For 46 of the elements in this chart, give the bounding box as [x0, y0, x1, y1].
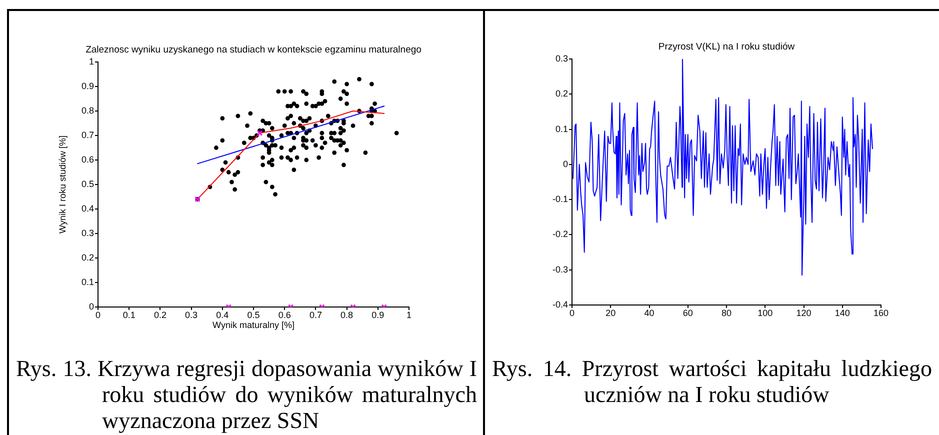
x-tick-label: 80 — [721, 308, 732, 318]
y-tick-label: -0.1 — [552, 194, 568, 204]
y-tick-label: -0.3 — [552, 264, 568, 274]
x-tick-label: 0.8 — [340, 310, 354, 320]
x-tick-label: 0.5 — [247, 310, 260, 320]
y-tick-label: 0.5 — [81, 178, 94, 189]
y-tick-label: 0.1 — [81, 276, 94, 287]
x-tick-label: 60 — [682, 308, 693, 318]
point — [256, 130, 263, 136]
y-tick-label: -0.4 — [552, 299, 568, 310]
chart-title: Zaleznosc wyniku uzyskanego na studiach w kontekscie egzaminu maturalnego — [86, 44, 422, 56]
x-tick-label: 0.1 — [122, 310, 136, 320]
y-tick-label: -0.2 — [552, 229, 568, 240]
x-tick-label: 1 — [406, 310, 412, 320]
y-tick-label: 0 — [88, 301, 94, 312]
y-tick-label: 0.9 — [81, 80, 94, 91]
y-tick-label: 1 — [88, 56, 94, 66]
y-tick-label: 0.2 — [555, 88, 568, 99]
x-tick-label: 40 — [644, 308, 654, 318]
text: Rys. 14. Przyrost wartości kapitału ludzkiego uczniów na I roku studiów — [492, 356, 932, 408]
y-tick-label: 0.3 — [555, 53, 568, 64]
x-axis-title: Wynik maturalny [%] — [212, 320, 294, 330]
x-tick-label: 20 — [606, 308, 616, 318]
y-tick-label: 0.6 — [81, 154, 94, 164]
chart-title: Przyrost V(KL) na I roku studiów — [658, 42, 795, 53]
y-tick-label: 0.3 — [81, 228, 94, 238]
x-tick-label: 0.3 — [185, 310, 198, 320]
x-tick-label: 140 — [834, 308, 850, 318]
x-tick-label: 0.6 — [278, 310, 291, 320]
y-axis-title: Wynik I roku studiów [%] — [57, 136, 68, 234]
y-tick-label: 0 — [562, 158, 568, 169]
x-tick-label: 100 — [758, 308, 773, 318]
x-tick-label: 120 — [796, 308, 812, 318]
x-tick-label: 0.4 — [216, 310, 229, 320]
x-tick-label: 0 — [569, 308, 575, 318]
x-tick-label: 0.7 — [309, 310, 322, 320]
y-tick-label: 0.7 — [81, 130, 94, 140]
x-tick-label: 160 — [873, 308, 889, 318]
x-tick-label: 0.2 — [154, 310, 166, 320]
y-tick-label: 0.4 — [81, 203, 94, 214]
x-tick-label: 0 — [95, 310, 101, 320]
x-tick-label: 0.9 — [372, 310, 384, 320]
y-tick-label: 0.8 — [81, 105, 94, 116]
y-tick-label: 0.1 — [555, 124, 568, 134]
y-tick-label: 0.2 — [81, 252, 94, 262]
text: Rys. 13. Krzywa regresji dopasowania wyników I roku studiów do wyników maturalnych wyznaczona przez SSN — [16, 356, 477, 434]
